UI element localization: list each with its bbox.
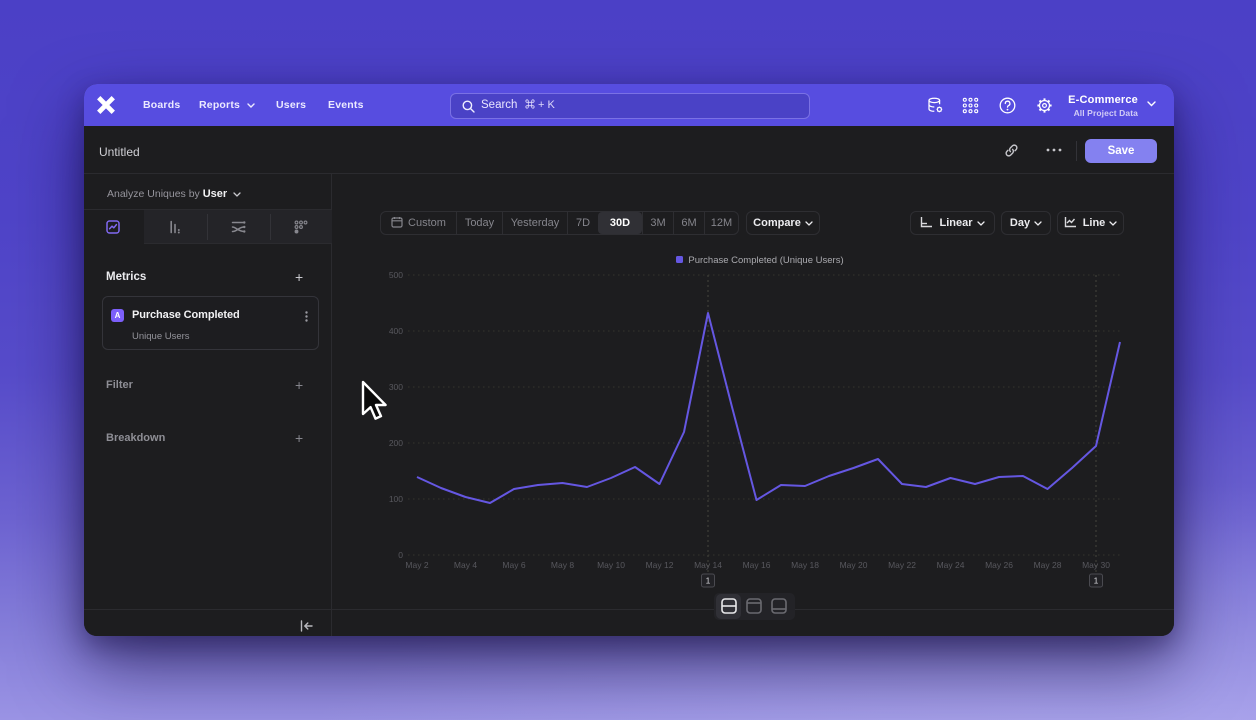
svg-text:May 12: May 12 — [646, 560, 674, 570]
svg-text:May 4: May 4 — [454, 560, 477, 570]
svg-text:May 10: May 10 — [597, 560, 625, 570]
svg-text:0: 0 — [398, 550, 403, 560]
svg-text:May 18: May 18 — [791, 560, 819, 570]
svg-text:200: 200 — [389, 438, 403, 448]
svg-text:May 26: May 26 — [985, 560, 1013, 570]
svg-text:300: 300 — [389, 382, 403, 392]
svg-text:May 22: May 22 — [888, 560, 916, 570]
svg-text:May 30: May 30 — [1082, 560, 1110, 570]
svg-text:400: 400 — [389, 326, 403, 336]
svg-text:May 8: May 8 — [551, 560, 574, 570]
svg-text:1: 1 — [706, 576, 711, 586]
svg-text:1: 1 — [1094, 576, 1099, 586]
svg-text:May 16: May 16 — [743, 560, 771, 570]
svg-text:May 28: May 28 — [1034, 560, 1062, 570]
svg-text:May 20: May 20 — [840, 560, 868, 570]
svg-text:May 2: May 2 — [405, 560, 428, 570]
svg-text:May 14: May 14 — [694, 560, 722, 570]
svg-text:May 6: May 6 — [502, 560, 525, 570]
svg-text:May 24: May 24 — [937, 560, 965, 570]
svg-text:500: 500 — [389, 270, 403, 280]
svg-text:100: 100 — [389, 494, 403, 504]
